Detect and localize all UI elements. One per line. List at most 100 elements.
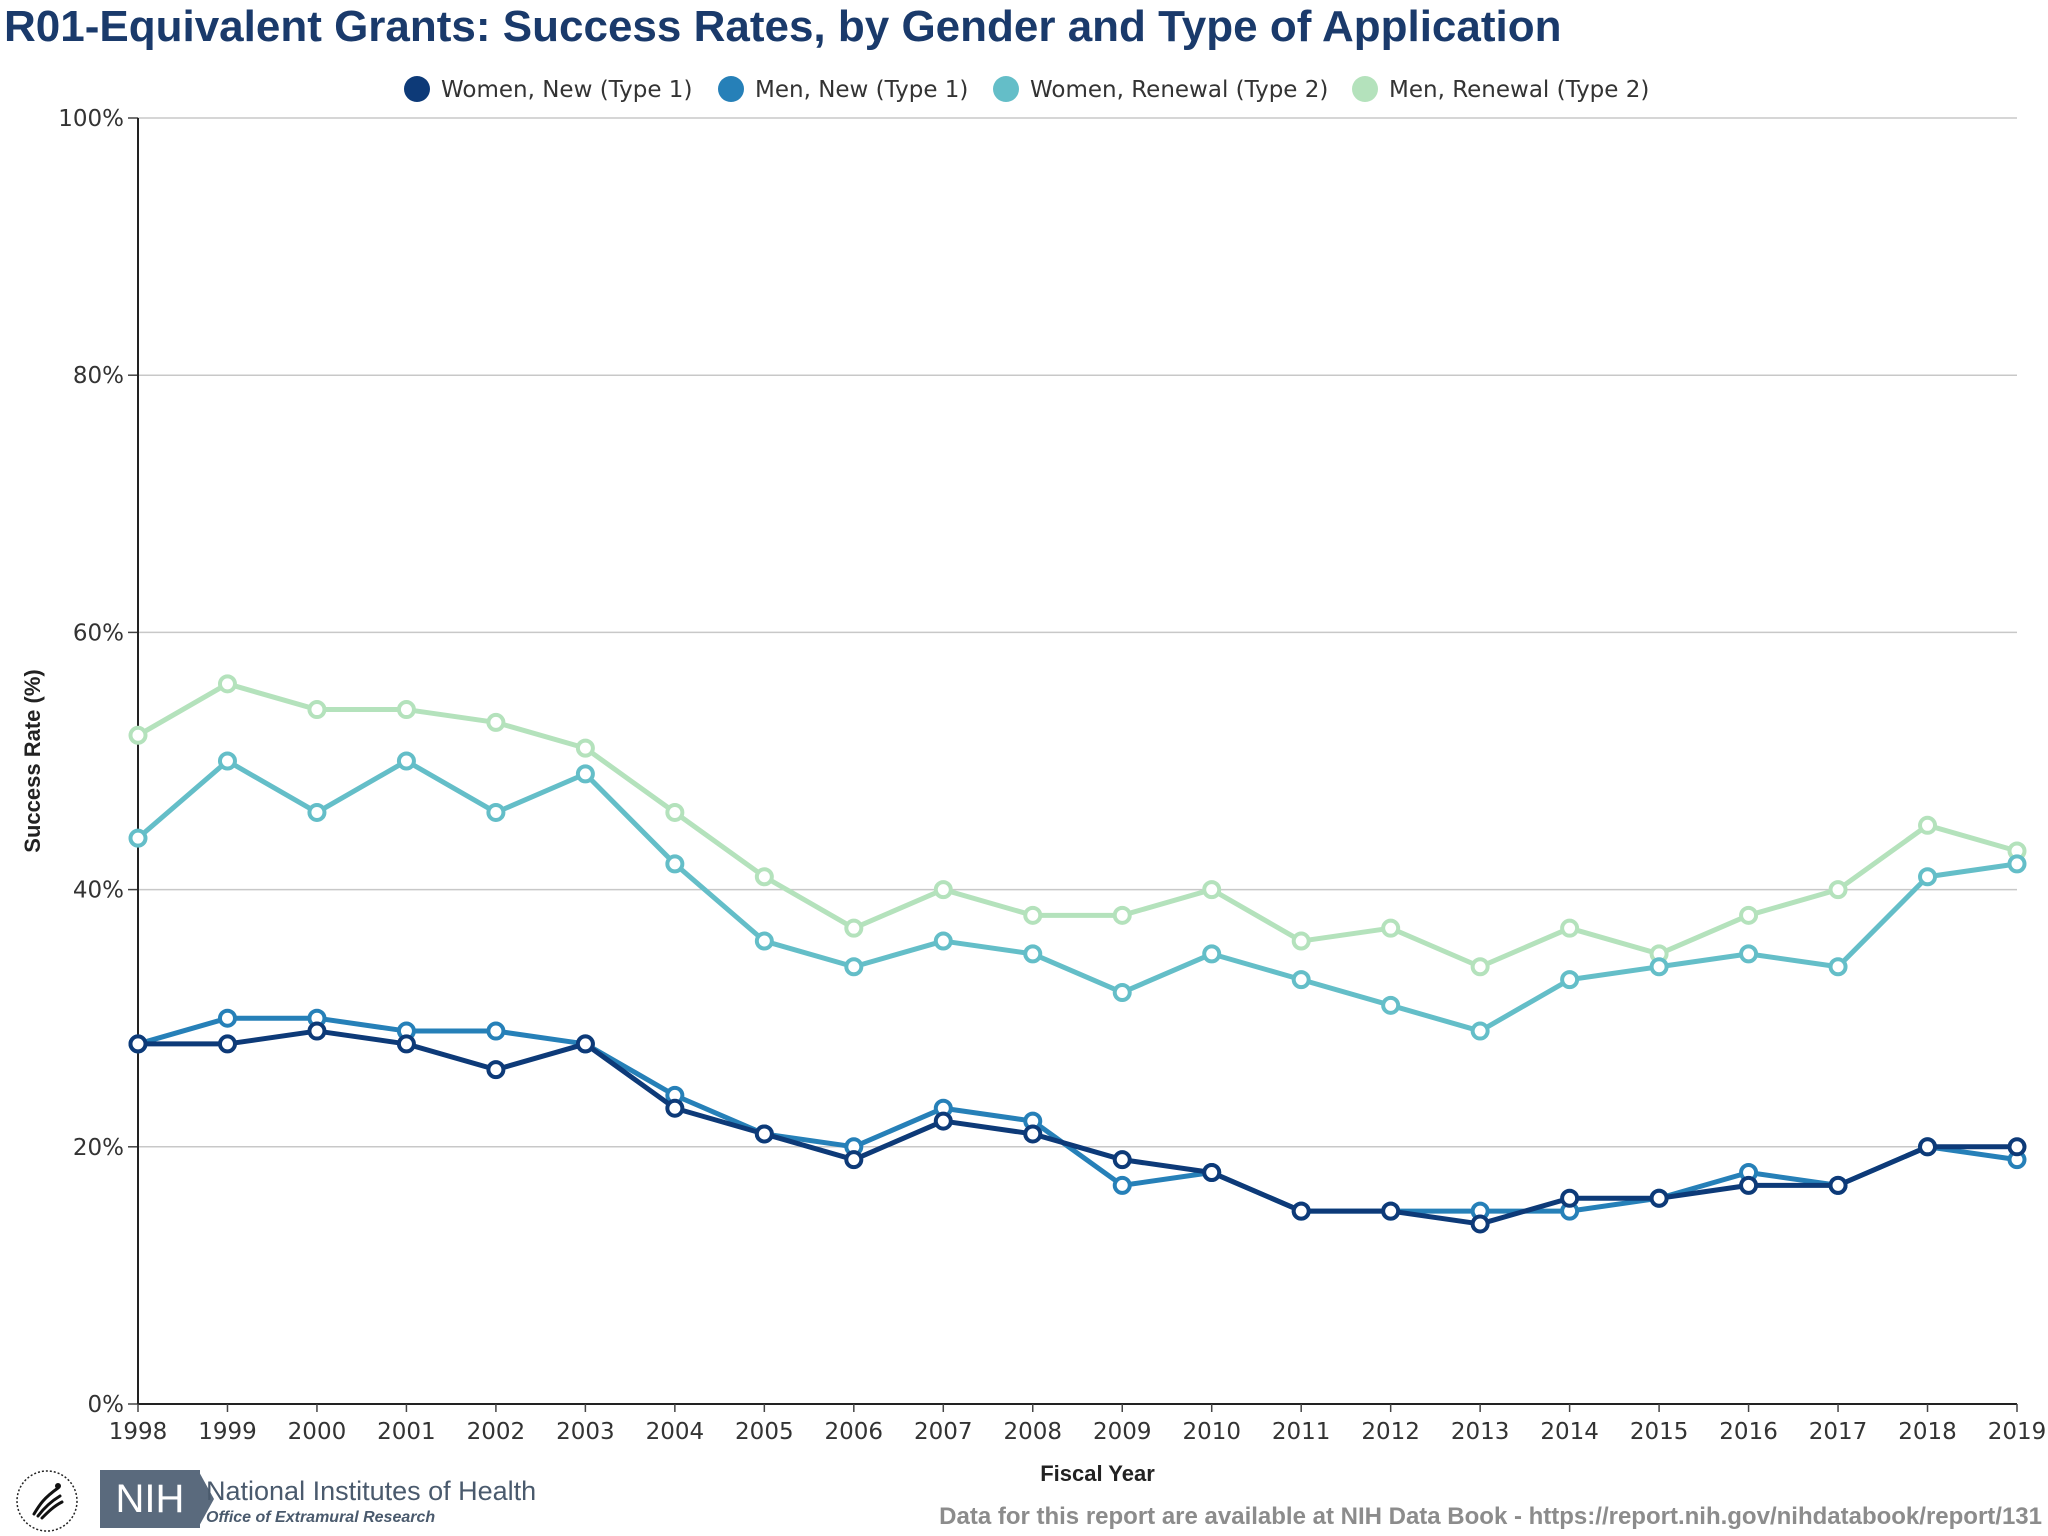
data-point[interactable] — [578, 741, 593, 756]
y-axis-title: Success Rate (%) — [20, 669, 45, 852]
data-point[interactable] — [488, 805, 503, 820]
series-2[interactable] — [131, 754, 2025, 1039]
data-point[interactable] — [1115, 908, 1130, 923]
data-point[interactable] — [131, 728, 146, 743]
x-tick-label: 2012 — [1361, 1419, 1420, 1445]
data-point[interactable] — [1920, 818, 1935, 833]
y-tick-label: 20% — [73, 1135, 124, 1161]
data-point[interactable] — [667, 1101, 682, 1116]
nih-logo[interactable]: NIH National Institutes of Health Office… — [10, 1462, 530, 1532]
data-point[interactable] — [667, 805, 682, 820]
series-line[interactable] — [138, 1031, 2017, 1224]
data-point[interactable] — [131, 831, 146, 846]
x-tick-label: 2009 — [1093, 1419, 1152, 1445]
data-point[interactable] — [488, 1024, 503, 1039]
data-point[interactable] — [1383, 998, 1398, 1013]
data-point[interactable] — [1741, 946, 1756, 961]
data-point[interactable] — [1025, 1126, 1040, 1141]
series-line[interactable] — [138, 761, 2017, 1031]
data-point[interactable] — [936, 934, 951, 949]
data-point[interactable] — [1115, 1178, 1130, 1193]
data-point[interactable] — [846, 959, 861, 974]
data-point[interactable] — [1652, 959, 1667, 974]
data-point[interactable] — [309, 1024, 324, 1039]
data-point[interactable] — [667, 856, 682, 871]
org-name: National Institutes of Health — [206, 1476, 536, 1507]
x-tick-label: 2010 — [1182, 1419, 1241, 1445]
data-point[interactable] — [936, 882, 951, 897]
data-point[interactable] — [1115, 1152, 1130, 1167]
data-point[interactable] — [1562, 972, 1577, 987]
data-point[interactable] — [220, 754, 235, 769]
data-point[interactable] — [1473, 1024, 1488, 1039]
data-point[interactable] — [488, 1062, 503, 1077]
series-3[interactable] — [131, 676, 2025, 974]
legend-label: Women, Renewal (Type 2) — [1030, 77, 1328, 103]
data-point[interactable] — [1831, 882, 1846, 897]
legend-item[interactable]: Women, Renewal (Type 2) — [993, 76, 1328, 103]
data-point[interactable] — [1383, 921, 1398, 936]
data-point[interactable] — [399, 754, 414, 769]
data-point[interactable] — [1831, 1178, 1846, 1193]
data-point[interactable] — [1920, 1139, 1935, 1154]
series-line[interactable] — [138, 684, 2017, 967]
data-point[interactable] — [309, 702, 324, 717]
data-point[interactable] — [1204, 882, 1219, 897]
data-point[interactable] — [309, 805, 324, 820]
data-point[interactable] — [1741, 908, 1756, 923]
legend-item[interactable]: Men, Renewal (Type 2) — [1352, 76, 1649, 103]
data-point[interactable] — [488, 715, 503, 730]
x-tick-label: 2013 — [1451, 1419, 1510, 1445]
axes: 0% 20% 40% 60% 80% 100% 1998 1999 2000 2001 2002 20… — [58, 106, 2046, 1445]
series-0[interactable] — [131, 1024, 2025, 1232]
data-point[interactable] — [1294, 934, 1309, 949]
data-point[interactable] — [757, 934, 772, 949]
y-tick-label: 0% — [88, 1392, 125, 1418]
legend-label: Men, Renewal (Type 2) — [1389, 77, 1649, 103]
data-point[interactable] — [1025, 908, 1040, 923]
data-point[interactable] — [2010, 856, 2025, 871]
data-point[interactable] — [578, 1036, 593, 1051]
data-point[interactable] — [220, 1011, 235, 1026]
legend-swatch — [718, 76, 744, 102]
data-point[interactable] — [1920, 869, 1935, 884]
legend-label: Women, New (Type 1) — [441, 77, 692, 103]
data-point[interactable] — [1562, 1191, 1577, 1206]
data-point[interactable] — [757, 1126, 772, 1141]
series-group — [131, 676, 2025, 1231]
data-point[interactable] — [1652, 1191, 1667, 1206]
data-point[interactable] — [936, 1114, 951, 1129]
data-point[interactable] — [1741, 1178, 1756, 1193]
data-point[interactable] — [1115, 985, 1130, 1000]
data-point[interactable] — [399, 702, 414, 717]
data-point[interactable] — [399, 1036, 414, 1051]
y-tick-label: 100% — [58, 106, 124, 132]
data-point[interactable] — [2010, 1139, 2025, 1154]
data-point[interactable] — [1383, 1204, 1398, 1219]
nih-wordmark: NIH — [100, 1470, 200, 1528]
data-point[interactable] — [757, 869, 772, 884]
data-source-note[interactable]: Data for this report are available at NI… — [939, 1503, 2042, 1531]
legend: Women, New (Type 1) Men, New (Type 1) Wome… — [404, 76, 1649, 103]
data-point[interactable] — [220, 1036, 235, 1051]
data-point[interactable] — [1562, 921, 1577, 936]
legend-item[interactable]: Women, New (Type 1) — [404, 76, 692, 103]
data-point[interactable] — [1473, 959, 1488, 974]
data-point[interactable] — [1204, 1165, 1219, 1180]
data-point[interactable] — [1294, 972, 1309, 987]
data-point[interactable] — [220, 676, 235, 691]
data-point[interactable] — [1025, 946, 1040, 961]
data-point[interactable] — [1831, 959, 1846, 974]
data-point[interactable] — [846, 1152, 861, 1167]
x-tick-label: 2014 — [1540, 1419, 1599, 1445]
x-tick-label: 2016 — [1719, 1419, 1778, 1445]
x-tick-label: 2000 — [288, 1419, 347, 1445]
data-point[interactable] — [578, 766, 593, 781]
data-point[interactable] — [1294, 1204, 1309, 1219]
data-point[interactable] — [846, 921, 861, 936]
x-tick-label: 2003 — [556, 1419, 615, 1445]
data-point[interactable] — [1473, 1216, 1488, 1231]
legend-item[interactable]: Men, New (Type 1) — [718, 76, 968, 103]
data-point[interactable] — [1204, 946, 1219, 961]
data-point[interactable] — [131, 1036, 146, 1051]
